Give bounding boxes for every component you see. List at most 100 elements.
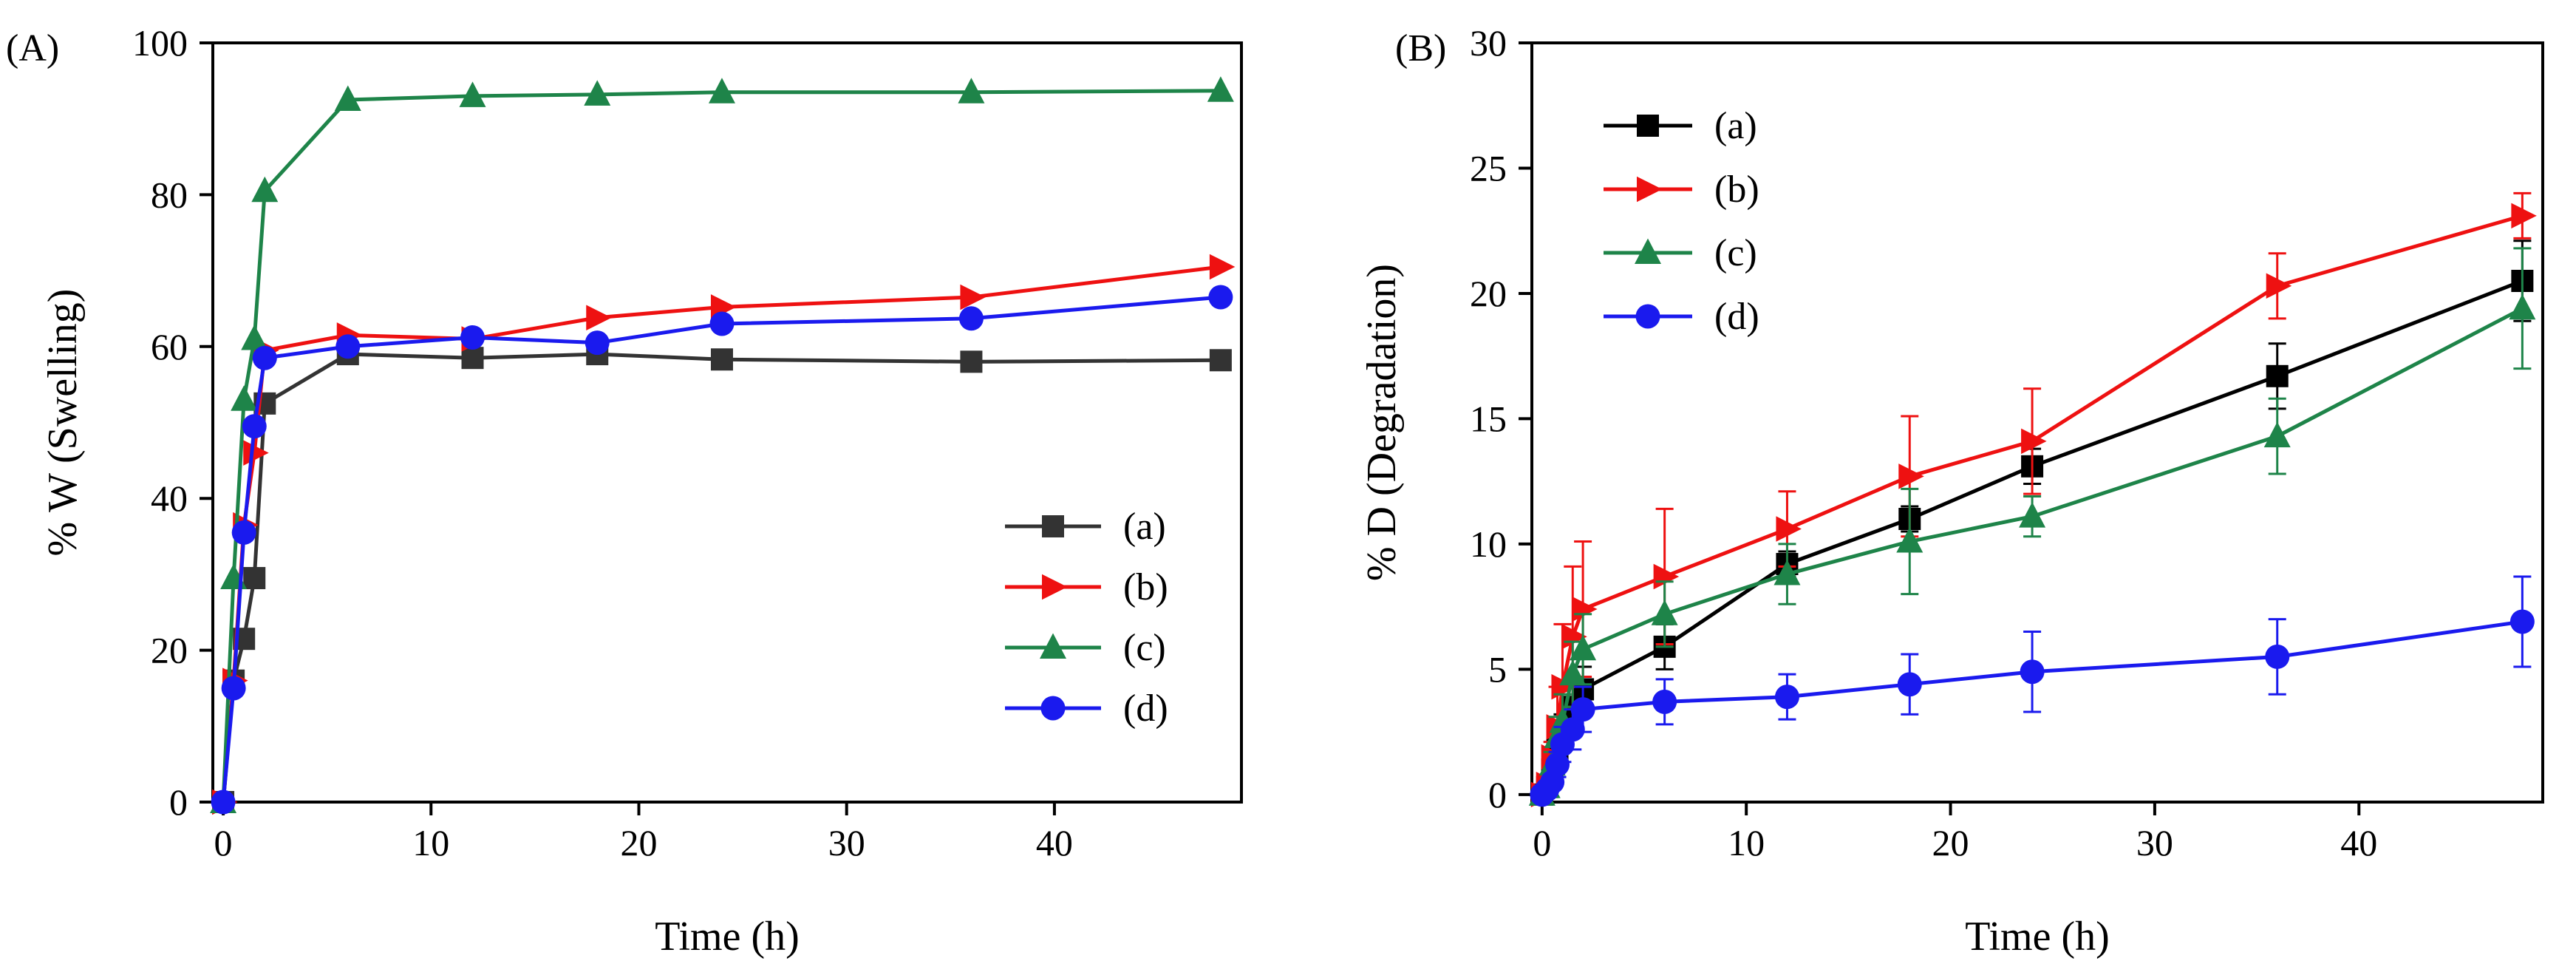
data-point — [709, 311, 735, 336]
panel-label: (A) — [6, 27, 59, 69]
x-tick-label: 0 — [1533, 822, 1551, 863]
y-axis-title: % D (Degradation) — [1359, 264, 1405, 581]
data-point — [2020, 659, 2045, 685]
data-point — [1545, 752, 1570, 777]
data-point — [242, 414, 267, 439]
data-point — [958, 306, 984, 331]
data-point — [708, 78, 735, 103]
data-point — [2509, 293, 2536, 320]
series-line — [221, 352, 1221, 803]
series-line — [221, 89, 1221, 803]
panel-b-degradation: 0 10 20 30 40 0 5 10 15 20 25 30 Time (h) % D (Degrad… — [1359, 22, 2544, 960]
y-tick-label: 5 — [1488, 648, 1507, 690]
legend-marker — [1042, 574, 1068, 600]
data-point — [231, 520, 256, 545]
legend-label: (b) — [1123, 566, 1168, 608]
data-point — [1572, 596, 1598, 622]
x-tick-label: 20 — [620, 822, 657, 863]
legend: (a) (b) (c) (d) — [1604, 105, 1759, 338]
data-point — [1896, 526, 1924, 553]
data-point — [1561, 624, 1587, 650]
legend-marker — [1042, 515, 1064, 537]
legend-marker — [1040, 696, 1066, 721]
data-point — [586, 305, 612, 331]
x-tick-label: 10 — [412, 822, 449, 863]
data-point — [585, 330, 610, 356]
data-point — [710, 348, 733, 371]
x-tick-label: 20 — [1932, 822, 1969, 863]
data-point — [958, 78, 985, 103]
y-tick-label: 20 — [151, 630, 188, 671]
series-b — [212, 254, 1236, 815]
data-point — [1776, 516, 1802, 542]
data-point — [335, 334, 361, 359]
y-tick-label: 30 — [1470, 22, 1507, 64]
legend-label: (a) — [1714, 105, 1757, 147]
plot-frame — [211, 41, 1243, 804]
series-c — [210, 76, 1234, 813]
data-point — [2266, 273, 2292, 299]
y-tick-label: 80 — [151, 174, 188, 215]
legend-marker — [1635, 304, 1660, 329]
data-point — [460, 325, 485, 350]
y-tick-label: 0 — [1488, 774, 1507, 815]
data-point — [1551, 673, 1577, 700]
x-tick-label: 40 — [1036, 822, 1073, 863]
series-line — [221, 265, 1221, 803]
series-b — [1530, 191, 2537, 808]
data-point — [2509, 609, 2535, 634]
x-tick-label: 30 — [828, 822, 865, 863]
data-point — [1651, 600, 1678, 625]
legend-label: (a) — [1123, 506, 1166, 548]
series-line — [221, 295, 1221, 803]
data-point — [2021, 428, 2047, 455]
data-point — [1898, 463, 1924, 489]
data-point — [1653, 563, 1680, 590]
data-point — [241, 325, 268, 350]
data-point — [2263, 421, 2291, 448]
data-point — [243, 567, 266, 590]
legend: (a) (b) (c) (d) — [1005, 506, 1168, 730]
panel-a-swelling: 0 10 20 30 40 0 20 40 60 80 100 Time (h) % W (Swelli… — [6, 22, 1243, 960]
data-point — [1560, 717, 1585, 742]
x-tick-label: 30 — [2136, 822, 2173, 863]
data-point — [1570, 697, 1595, 722]
data-point — [459, 81, 486, 107]
legend-marker — [1040, 633, 1066, 659]
x-tick-label: 40 — [2340, 822, 2377, 863]
data-point — [960, 284, 986, 310]
series-line — [1540, 279, 2524, 796]
data-point — [1773, 560, 1801, 585]
legend-label: (d) — [1714, 296, 1759, 338]
series-d — [1530, 575, 2535, 807]
y-tick-label: 20 — [1470, 273, 1507, 314]
y-tick-label: 15 — [1470, 398, 1507, 439]
x-axis-title: Time (h) — [1965, 914, 2110, 960]
series-a — [212, 343, 1232, 813]
panel-label: (B) — [1395, 27, 1446, 69]
data-point — [251, 176, 279, 203]
y-tick-label: 40 — [151, 478, 188, 519]
y-axis-title: % W (Swelling) — [40, 289, 86, 557]
y-tick-label: 100 — [132, 22, 188, 64]
y-tick-label: 25 — [1470, 147, 1507, 189]
data-point — [2265, 644, 2290, 669]
data-point — [1897, 672, 1922, 697]
data-point — [1209, 254, 1236, 280]
data-point — [1208, 285, 1233, 310]
data-point — [1209, 349, 1232, 372]
legend-marker — [1637, 115, 1659, 137]
series-d — [211, 285, 1233, 815]
data-point — [1652, 689, 1677, 714]
legend-label: (d) — [1123, 687, 1168, 730]
x-axis-title: Time (h) — [655, 914, 800, 960]
y-tick-label: 60 — [151, 326, 188, 367]
data-point — [2511, 203, 2537, 229]
data-point — [334, 85, 361, 112]
data-point — [1774, 685, 1799, 710]
plot-frame — [1530, 41, 2544, 804]
legend-marker — [1635, 238, 1661, 264]
data-point — [960, 350, 983, 373]
y-tick-label: 10 — [1470, 523, 1507, 565]
